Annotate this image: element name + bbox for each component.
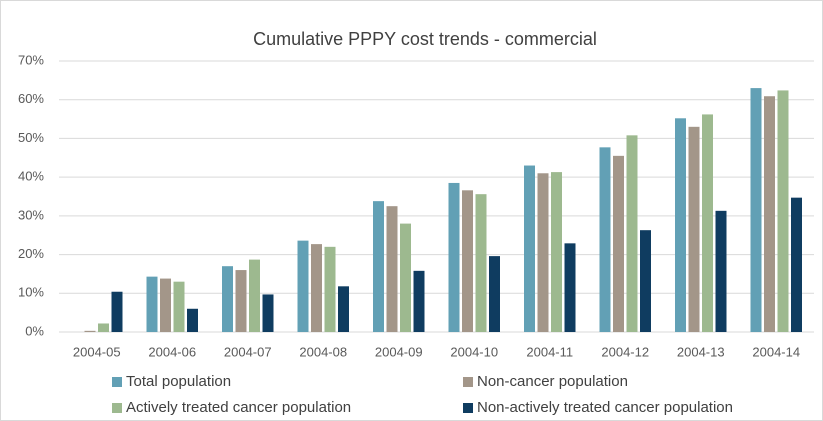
bar	[338, 286, 349, 332]
bar	[262, 294, 274, 332]
bar	[413, 270, 425, 332]
bar	[311, 244, 322, 332]
bar	[599, 147, 611, 332]
bar	[386, 206, 398, 332]
x-tick-label: 2004-14	[752, 344, 800, 359]
x-tick-label: 2004-13	[677, 344, 725, 359]
bar	[448, 182, 460, 332]
x-tick-label: 2004-12	[601, 344, 649, 359]
bar	[373, 201, 384, 332]
bar	[111, 291, 123, 332]
bar	[524, 165, 535, 332]
x-tick-label: 2004-08	[299, 344, 347, 359]
bar	[475, 194, 487, 332]
x-tick-label: 2004-06	[148, 344, 196, 359]
bar	[791, 197, 802, 332]
bar	[173, 281, 185, 332]
legend-swatch	[112, 377, 122, 387]
bar	[764, 96, 775, 332]
legend-swatch	[112, 403, 122, 413]
bar	[640, 230, 651, 332]
x-tick-label: 2004-10	[450, 344, 498, 359]
x-tick-label: 2004-09	[375, 344, 423, 359]
bar	[489, 256, 500, 332]
x-tick-label: 2004-07	[224, 344, 272, 359]
bar	[324, 246, 336, 332]
legend-label: Actively treated cancer population	[126, 399, 351, 416]
bar	[551, 172, 562, 332]
bar	[235, 270, 247, 332]
y-tick-label: 0%	[25, 323, 44, 338]
bar	[187, 308, 198, 332]
bar	[222, 266, 233, 332]
y-tick-label: 40%	[18, 169, 44, 184]
bar	[564, 243, 576, 332]
legend-swatch	[463, 377, 473, 387]
legend-label: Non-actively treated cancer population	[477, 399, 733, 416]
bar	[462, 190, 473, 332]
bar	[160, 278, 171, 332]
y-tick-label: 10%	[18, 285, 44, 300]
bar	[688, 126, 700, 332]
bar	[249, 259, 260, 332]
y-tick-label: 30%	[18, 207, 44, 222]
bar	[702, 114, 713, 332]
bar	[297, 240, 309, 332]
bar	[146, 276, 158, 332]
bar	[777, 90, 789, 333]
chart-title: Cumulative PPPY cost trends - commercial	[253, 29, 597, 49]
bar	[675, 118, 686, 332]
bar	[537, 173, 549, 332]
legend-label: Total population	[126, 373, 231, 390]
y-tick-label: 60%	[18, 91, 44, 106]
y-tick-label: 70%	[18, 52, 44, 67]
bar	[613, 155, 624, 332]
bar	[84, 330, 96, 332]
x-tick-label: 2004-11	[526, 344, 573, 359]
bar	[750, 88, 762, 332]
bar	[626, 135, 638, 332]
y-tick-label: 50%	[18, 130, 44, 145]
legend-swatch	[463, 403, 473, 413]
x-tick-label: 2004-05	[73, 344, 121, 359]
bar	[400, 223, 411, 332]
bar	[98, 323, 109, 332]
y-tick-label: 20%	[18, 246, 44, 261]
bar	[715, 210, 727, 332]
legend-label: Non-cancer population	[477, 373, 628, 390]
